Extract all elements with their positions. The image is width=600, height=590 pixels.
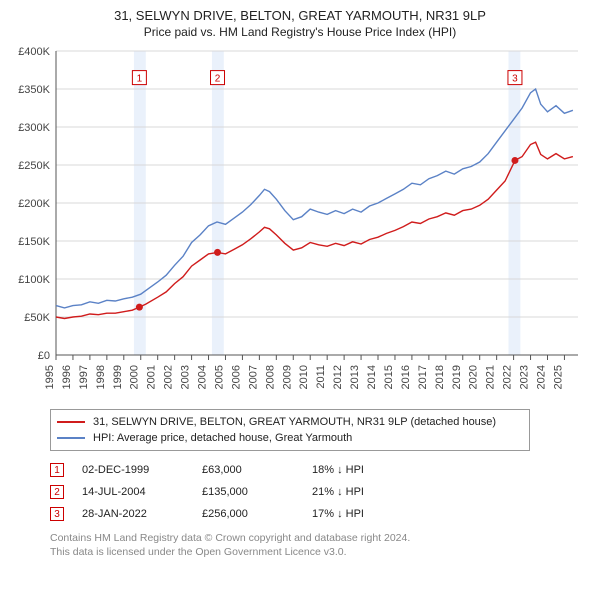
svg-text:£200K: £200K	[18, 198, 50, 210]
svg-text:2004: 2004	[197, 365, 209, 389]
legend-swatch	[57, 437, 85, 439]
svg-text:£150K: £150K	[18, 236, 50, 248]
svg-text:2007: 2007	[247, 365, 259, 389]
series-property	[56, 142, 573, 318]
svg-text:1: 1	[137, 74, 143, 85]
legend-row-0: 31, SELWYN DRIVE, BELTON, GREAT YARMOUTH…	[57, 414, 523, 430]
svg-text:2006: 2006	[230, 365, 242, 389]
legend-swatch	[57, 421, 85, 423]
legend-label: HPI: Average price, detached house, Grea…	[93, 432, 352, 444]
sale-point-3	[511, 157, 518, 164]
svg-text:1996: 1996	[61, 365, 73, 389]
svg-text:2012: 2012	[332, 365, 344, 389]
svg-text:2013: 2013	[349, 365, 361, 389]
sale-date: 14-JUL-2004	[82, 486, 202, 498]
footer-line-2: This data is licensed under the Open Gov…	[50, 545, 590, 559]
sale-date: 28-JAN-2022	[82, 508, 202, 520]
title-block: 31, SELWYN DRIVE, BELTON, GREAT YARMOUTH…	[10, 8, 590, 39]
svg-text:1997: 1997	[78, 365, 90, 389]
sale-row-1: 1 02-DEC-1999£63,00018% ↓ HPI	[50, 459, 590, 481]
plot-area: £0 £50K £100K £150K £200K £250K £300K £350K £400…	[10, 43, 590, 403]
sale-row-2: 2 14-JUL-2004£135,00021% ↓ HPI	[50, 481, 590, 503]
sale-hpi-diff: 21% ↓ HPI	[312, 486, 422, 498]
svg-text:2018: 2018	[434, 365, 446, 389]
svg-text:2024: 2024	[535, 365, 547, 389]
sale-marker-icon: 1	[50, 463, 64, 477]
svg-text:2002: 2002	[163, 365, 175, 389]
sale-hpi-diff: 18% ↓ HPI	[312, 464, 422, 476]
svg-text:£400K: £400K	[18, 46, 50, 58]
svg-text:2016: 2016	[400, 365, 412, 389]
svg-text:1999: 1999	[112, 365, 124, 389]
sale-price: £135,000	[202, 486, 312, 498]
series-hpi	[56, 89, 573, 308]
legend-label: 31, SELWYN DRIVE, BELTON, GREAT YARMOUTH…	[93, 416, 496, 428]
svg-text:2014: 2014	[366, 365, 378, 389]
svg-text:£50K: £50K	[24, 312, 50, 324]
svg-text:2025: 2025	[552, 365, 564, 389]
svg-text:£300K: £300K	[18, 122, 50, 134]
svg-text:2008: 2008	[264, 365, 276, 389]
svg-text:1998: 1998	[95, 365, 107, 389]
svg-text:£350K: £350K	[18, 84, 50, 96]
svg-text:2001: 2001	[146, 365, 158, 389]
title-subtitle: Price paid vs. HM Land Registry's House …	[10, 25, 590, 39]
svg-text:2011: 2011	[315, 365, 327, 389]
sale-price: £256,000	[202, 508, 312, 520]
sale-marker-icon: 3	[50, 507, 64, 521]
sale-date: 02-DEC-1999	[82, 464, 202, 476]
svg-text:2000: 2000	[129, 365, 141, 389]
sale-point-2	[214, 249, 221, 256]
footer-attribution: Contains HM Land Registry data © Crown c…	[50, 531, 590, 559]
footer-line-1: Contains HM Land Registry data © Crown c…	[50, 531, 590, 545]
svg-text:2020: 2020	[468, 365, 480, 389]
chart-container: 31, SELWYN DRIVE, BELTON, GREAT YARMOUTH…	[0, 0, 600, 565]
sale-hpi-diff: 17% ↓ HPI	[312, 508, 422, 520]
legend: 31, SELWYN DRIVE, BELTON, GREAT YARMOUTH…	[50, 409, 530, 451]
sale-price: £63,000	[202, 464, 312, 476]
svg-text:£100K: £100K	[18, 274, 50, 286]
sale-marker-icon: 2	[50, 485, 64, 499]
svg-text:2010: 2010	[298, 365, 310, 389]
sale-point-1	[136, 304, 143, 311]
svg-text:3: 3	[512, 74, 518, 85]
svg-text:£0: £0	[38, 350, 50, 362]
svg-text:2003: 2003	[180, 365, 192, 389]
svg-text:2015: 2015	[383, 365, 395, 389]
sales-table: 1 02-DEC-1999£63,00018% ↓ HPI 2 14-JUL-2004…	[50, 459, 590, 525]
svg-text:2005: 2005	[213, 365, 225, 389]
svg-text:2009: 2009	[281, 365, 293, 389]
sale-row-3: 3 28-JAN-2022£256,00017% ↓ HPI	[50, 503, 590, 525]
line-chart: £0 £50K £100K £150K £200K £250K £300K £350K £400…	[10, 43, 590, 403]
legend-row-1: HPI: Average price, detached house, Grea…	[57, 430, 523, 446]
svg-text:2019: 2019	[451, 365, 463, 389]
svg-text:2: 2	[215, 74, 221, 85]
svg-text:2021: 2021	[485, 365, 497, 389]
svg-text:2022: 2022	[502, 365, 514, 389]
svg-text:1995: 1995	[44, 365, 56, 389]
svg-text:£250K: £250K	[18, 160, 50, 172]
svg-text:2017: 2017	[417, 365, 429, 389]
title-address: 31, SELWYN DRIVE, BELTON, GREAT YARMOUTH…	[10, 8, 590, 23]
svg-text:2023: 2023	[519, 365, 531, 389]
